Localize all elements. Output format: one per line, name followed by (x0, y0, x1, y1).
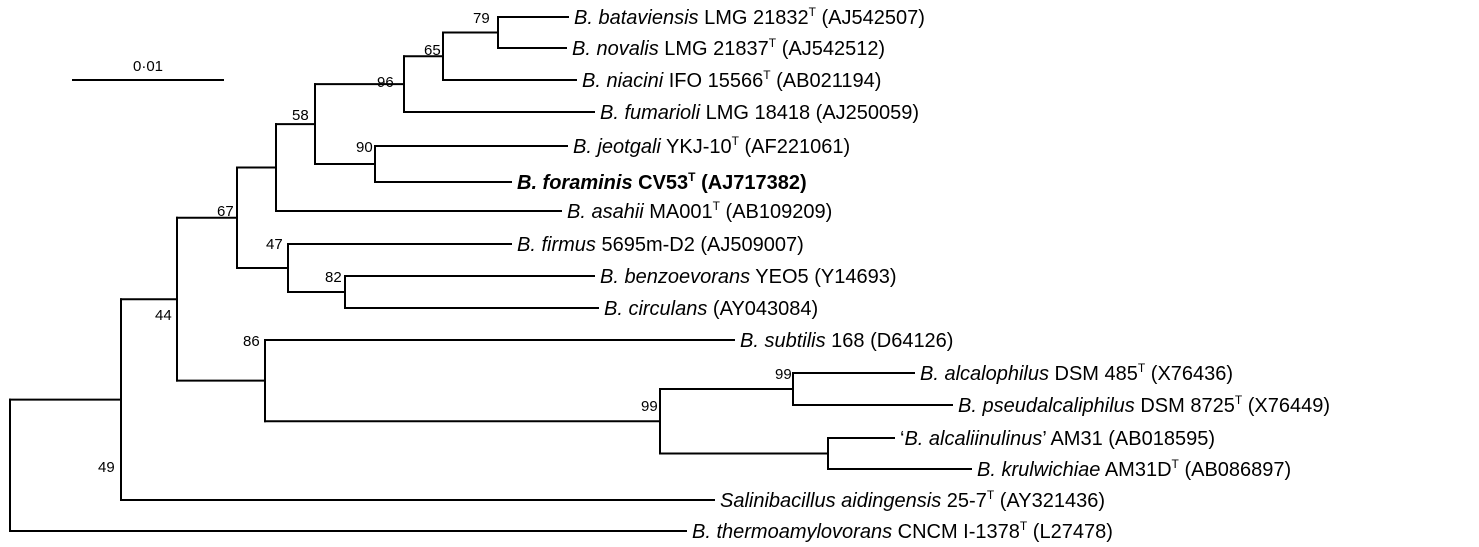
taxon-label-cir: B. circulans (AY043084) (604, 298, 818, 320)
accession-number: (D64126) (865, 330, 954, 352)
bootstrap-value: 86 (243, 333, 260, 350)
taxon-label-fum: B. fumarioli LMG 18418 (AJ250059) (600, 102, 919, 124)
taxon-label-fir: B. firmus 5695m-D2 (AJ509007) (517, 234, 804, 256)
species-name: B. pseudalcaliphilus (958, 395, 1135, 417)
type-strain-marker: T (763, 68, 771, 82)
bootstrap-value: 96 (377, 74, 394, 91)
type-strain-marker: T (1172, 457, 1180, 471)
bootstrap-value: 82 (325, 269, 342, 286)
scale-bar: 0·01 (72, 58, 224, 81)
accession-number: (AB109209) (720, 201, 832, 223)
species-name: B. circulans (604, 298, 707, 320)
taxon-label-for: B. foraminis CV53T (AJ717382) (517, 170, 807, 194)
strain-name: 168 (826, 330, 865, 352)
tree-branches (9, 16, 972, 532)
quote-open: ‘ (900, 428, 904, 450)
quote-close: ’ (1042, 428, 1046, 450)
type-strain-marker: T (732, 134, 740, 148)
type-strain-marker: T (688, 170, 696, 184)
taxon-label-the: B. thermoamylovorans CNCM I-1378T (L2747… (692, 519, 1113, 543)
species-name: Salinibacillus aidingensis (720, 490, 941, 512)
bootstrap-value: 47 (266, 236, 283, 253)
strain-name: YKJ-10 (661, 136, 732, 158)
taxon-label-nov: B. novalis LMG 21837T (AJ542512) (572, 36, 885, 60)
taxon-label-nia: B. niacini IFO 15566T (AB021194) (582, 68, 881, 92)
type-strain-marker: T (1020, 519, 1028, 533)
strain-name: LMG 21832 (699, 7, 809, 29)
accession-number: (AJ542512) (776, 38, 885, 60)
bootstrap-value: 99 (775, 366, 792, 383)
accession-number: (AB021194) (771, 70, 882, 92)
type-strain-marker: T (1235, 393, 1243, 407)
taxon-label-kru: B. krulwichiae AM31DT (AB086897) (977, 457, 1291, 481)
type-strain-marker: T (1138, 361, 1146, 375)
strain-name: LMG 21837 (659, 38, 769, 60)
bootstrap-value: 65 (424, 42, 441, 59)
accession-number: (AJ717382) (696, 172, 807, 194)
species-name: B. jeotgali (573, 136, 661, 158)
taxon-label-pse: B. pseudalcaliphilus DSM 8725T (X76449) (958, 393, 1330, 417)
bootstrap-value: 79 (473, 10, 490, 27)
accession-number: (L27478) (1027, 521, 1113, 543)
scale-bar-label: 0·01 (133, 58, 163, 75)
accession-number: (AB018595) (1103, 428, 1215, 450)
bootstrap-value: 90 (356, 139, 373, 156)
accession-number: (AF221061) (739, 136, 850, 158)
taxon-label-sub: B. subtilis 168 (D64126) (740, 330, 953, 352)
species-name: B. thermoamylovorans (692, 521, 892, 543)
taxon-label-ben: B. benzoevorans YEO5 (Y14693) (600, 266, 897, 288)
bootstrap-value: 99 (641, 398, 658, 415)
accession-number: (AB086897) (1179, 459, 1291, 481)
strain-name: AM31 (1046, 428, 1103, 450)
taxon-label-asa: B. asahii MA001T (AB109209) (567, 199, 832, 223)
bootstrap-value: 67 (217, 203, 234, 220)
bootstrap-value: 44 (155, 307, 172, 324)
strain-name: DSM 485 (1049, 363, 1138, 385)
species-name: B. novalis (572, 38, 659, 60)
type-strain-marker: T (713, 199, 721, 213)
accession-number: (Y14693) (809, 266, 897, 288)
strain-name: IFO 15566 (663, 70, 763, 92)
accession-number: (AJ509007) (695, 234, 804, 256)
species-name: B. alcalophilus (920, 363, 1049, 385)
strain-name: 5695m-D2 (596, 234, 695, 256)
accession-number: (AJ250059) (810, 102, 919, 124)
strain-name: LMG 18418 (700, 102, 810, 124)
strain-name: MA001 (644, 201, 713, 223)
taxon-labels: B. bataviensis LMG 21832T (AJ542507)B. n… (517, 5, 1330, 543)
type-strain-marker: T (987, 488, 995, 502)
strain-name: YEO5 (750, 266, 809, 288)
taxon-label-jeo: B. jeotgali YKJ-10T (AF221061) (573, 134, 850, 158)
species-name: B. asahii (567, 201, 644, 223)
strain-name: AM31D (1100, 459, 1171, 481)
accession-number: (AJ542507) (816, 7, 925, 29)
taxon-label-sal: Salinibacillus aidingensis 25-7T (AY3214… (720, 488, 1105, 512)
species-name: B. niacini (582, 70, 664, 92)
strain-name: CV53 (633, 172, 689, 194)
accession-number: (X76449) (1242, 395, 1330, 417)
type-strain-marker: T (809, 5, 817, 19)
species-name: B. fumarioli (600, 102, 701, 124)
species-name: B. alcaliinulinus (904, 428, 1042, 450)
taxon-label-alc: B. alcalophilus DSM 485T (X76436) (920, 361, 1233, 385)
taxon-label-bat: B. bataviensis LMG 21832T (AJ542507) (574, 5, 925, 29)
strain-name: DSM 8725 (1135, 395, 1235, 417)
species-name: B. firmus (517, 234, 596, 256)
species-name: B. foraminis (517, 172, 633, 194)
species-name: B. benzoevorans (600, 266, 750, 288)
taxon-label-ain: ‘B. alcaliinulinus’ AM31 (AB018595) (900, 428, 1215, 450)
strain-name: 25-7 (941, 490, 987, 512)
bootstrap-values: 79 65 96 90 58 82 47 67 99 99 86 44 49 (98, 10, 792, 476)
species-name: B. subtilis (740, 330, 826, 352)
accession-number: (X76436) (1145, 363, 1233, 385)
accession-number: (AY043084) (707, 298, 818, 320)
type-strain-marker: T (769, 36, 777, 50)
accession-number: (AY321436) (994, 490, 1105, 512)
bootstrap-value: 58 (292, 107, 309, 124)
species-name: B. bataviensis (574, 7, 699, 29)
strain-name: CNCM I-1378 (892, 521, 1020, 543)
bootstrap-value: 49 (98, 459, 115, 476)
species-name: B. krulwichiae (977, 459, 1100, 481)
